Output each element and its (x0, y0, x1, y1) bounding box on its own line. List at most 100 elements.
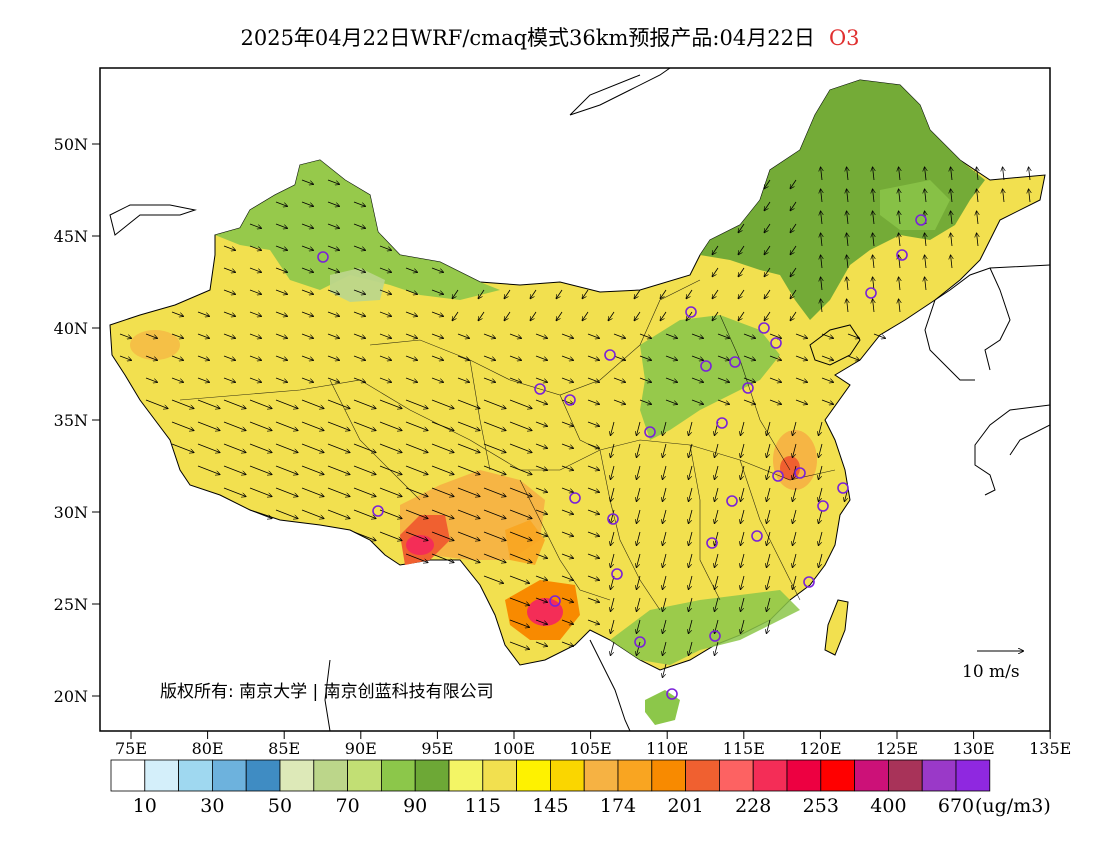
wind-arrow (535, 575, 547, 580)
wind-arrow (639, 333, 651, 338)
wind-arrow (275, 377, 287, 382)
wind-arrow (171, 399, 194, 408)
wind-arrow (582, 311, 589, 320)
wind-arrow (769, 377, 781, 382)
wind-arrow (899, 167, 900, 181)
station-marker (896, 249, 908, 261)
wind-arrow (925, 277, 926, 291)
wind-arrow (379, 421, 402, 430)
wind-arrow (795, 333, 807, 338)
wind-arrow (431, 487, 454, 496)
wind-arrow (405, 399, 428, 408)
wind-arrow (899, 277, 900, 291)
wind-arrow (689, 465, 693, 479)
wind-arrow (665, 355, 677, 360)
lon-tick-label: 75E (115, 739, 147, 758)
legend-label: 670 (938, 795, 974, 817)
wind-arrow (767, 619, 771, 633)
wind-arrow (637, 487, 641, 501)
wind-arrow (275, 509, 298, 518)
wind-arrow (764, 267, 771, 276)
lon-tick-label: 105E (569, 739, 611, 758)
wind-arrow (561, 619, 573, 624)
station-marker (372, 505, 384, 517)
wind-arrow (689, 619, 693, 633)
wind-arrow (327, 377, 339, 382)
wind-arrow (275, 311, 287, 316)
wind-arrow (301, 377, 313, 382)
wind-arrow (504, 289, 511, 298)
wind-arrow (663, 619, 667, 633)
wind-arrow (145, 399, 168, 408)
wind-arrow (769, 333, 781, 338)
wind-arrow (223, 377, 235, 382)
wind-arrow (821, 277, 822, 291)
wind-arrow (301, 509, 324, 518)
wind-arrow (793, 509, 797, 523)
wind-arrow (249, 443, 272, 452)
wind-arrow (819, 487, 823, 501)
wind-arrow (665, 399, 677, 404)
wind-arrow (741, 421, 745, 435)
wind-arrow (509, 531, 532, 540)
wind-arrow (249, 465, 272, 474)
wind-arrow (530, 311, 537, 320)
wind-arrow (686, 289, 693, 298)
legend-label: 145 (532, 795, 568, 817)
wind-arrow (275, 201, 287, 206)
wind-arrow (379, 289, 391, 294)
wind-arrow (509, 465, 532, 474)
wind-arrow (793, 531, 797, 545)
wind-arrow (457, 465, 480, 474)
lat-tick-label: 30N (54, 503, 88, 522)
wind-arrow (249, 267, 261, 272)
wind-arrow (483, 509, 506, 518)
wind-arrow (873, 255, 874, 269)
wind-arrow (249, 355, 261, 360)
wind-arrow (353, 531, 376, 540)
wind-arrow (767, 575, 771, 589)
wind-arrow (793, 487, 797, 501)
wind-arrow (431, 267, 443, 272)
wind-arrow (353, 377, 365, 382)
wind-arrow (821, 211, 822, 225)
wind-arrow (738, 245, 745, 254)
station-marker (634, 636, 646, 648)
wind-arrow (663, 509, 667, 523)
wind-arrow (587, 333, 599, 338)
wind-arrow (951, 189, 952, 203)
wind-arrow (327, 465, 350, 474)
wind-arrow (663, 641, 667, 655)
wind-arrow (197, 399, 220, 408)
wind-arrow (660, 311, 667, 320)
wind-arrow (431, 421, 454, 430)
wind-arrow (951, 167, 952, 181)
wind-arrow (249, 399, 272, 408)
wind-arrow (795, 377, 807, 382)
wind-arrow (613, 333, 625, 338)
wind-arrow (223, 289, 235, 294)
wind-arrow (741, 443, 745, 457)
station-marker (837, 482, 849, 494)
wind-arrow (712, 267, 719, 276)
wind-arrow (275, 223, 287, 228)
legend-swatch (583, 759, 619, 792)
wind-arrow (587, 399, 599, 404)
wind-arrow (478, 311, 485, 320)
wind-arrow (327, 311, 339, 316)
legend-swatch (211, 759, 247, 792)
color-legend (110, 759, 991, 792)
wind-arrow (634, 311, 641, 320)
wind-arrow (379, 399, 402, 408)
wind-arrow (663, 421, 667, 435)
coastline-russia-north (569, 68, 671, 116)
station-marker (751, 530, 763, 542)
wind-arrow (457, 355, 469, 360)
high-o3-xinjiang-west (130, 330, 180, 360)
coastline-indochina (324, 639, 631, 731)
wind-arrow (741, 531, 745, 545)
wind-arrow (171, 377, 183, 382)
wind-arrow (457, 487, 480, 496)
coastline-bohai (809, 324, 861, 366)
wind-arrow (535, 509, 547, 514)
